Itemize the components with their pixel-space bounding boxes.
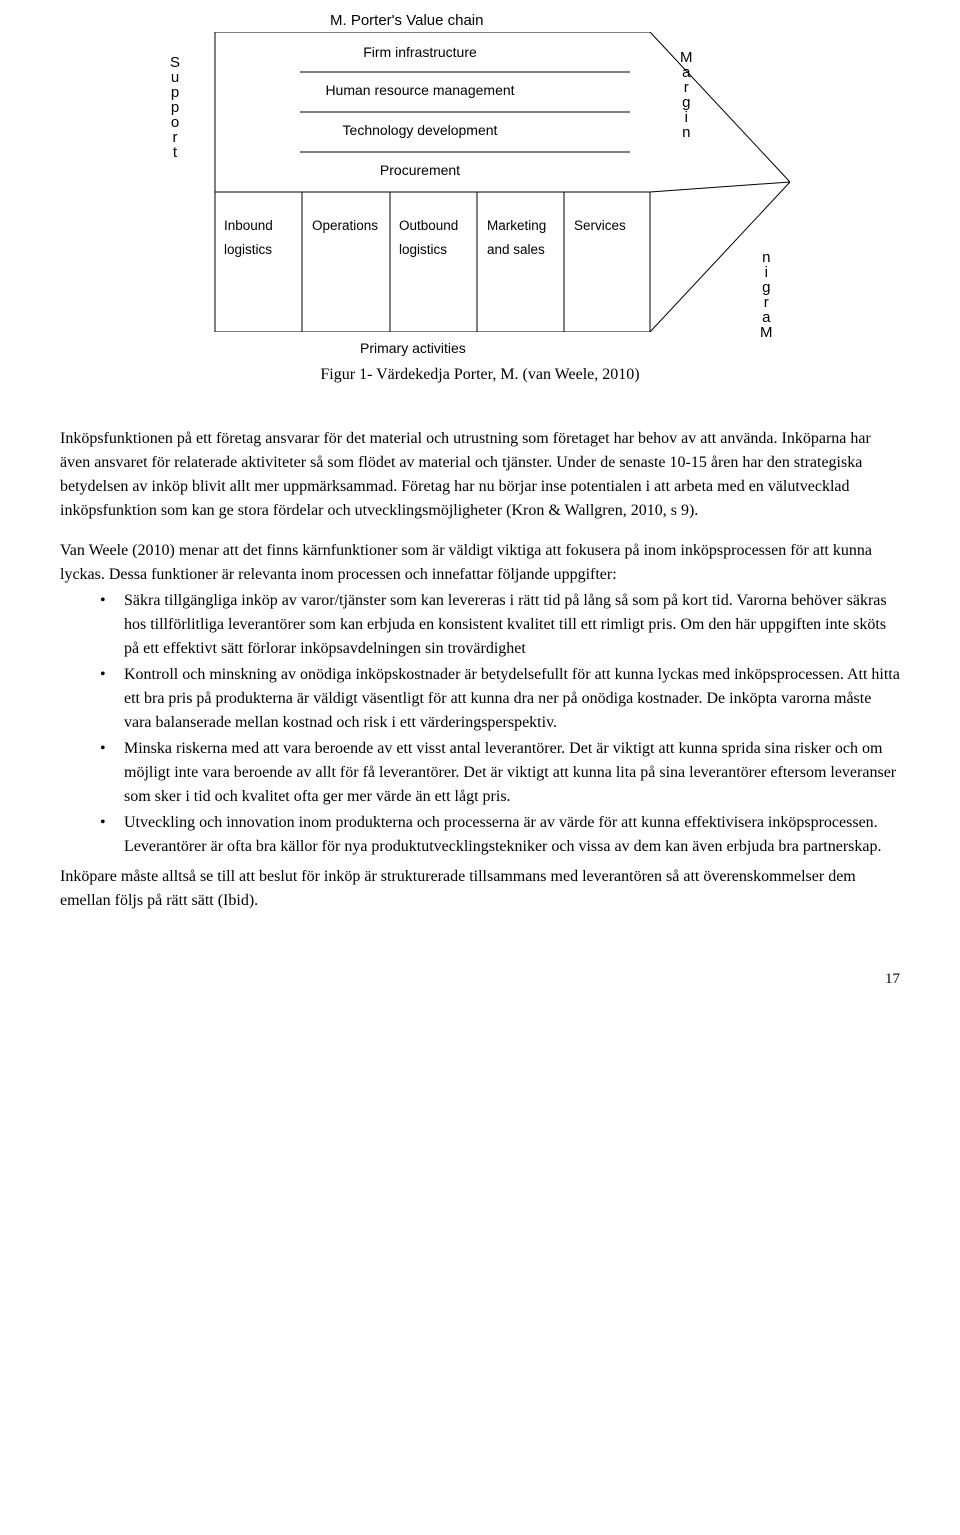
list-item: Minska riskerna med att vara beroende av… <box>100 737 900 809</box>
list-item: Utveckling och innovation inom produkter… <box>100 811 900 859</box>
primary-outbound: Outbound logistics <box>395 210 475 267</box>
paragraph-1: Inköpsfunktionen på ett företag ansvarar… <box>60 427 900 523</box>
support-row-procurement: Procurement <box>230 160 610 181</box>
figure-caption: Figur 1- Värdekedja Porter, M. (van Weel… <box>60 363 900 387</box>
diagram-title: M. Porter's Value chain <box>330 10 484 33</box>
primary-services: Services <box>570 210 650 242</box>
primary-activities-label: Primary activities <box>360 338 466 359</box>
paragraph-3: Inköpare måste alltså se till att beslut… <box>60 865 900 913</box>
value-chain-svg <box>190 32 790 332</box>
support-label: S u p p o r t <box>170 55 180 160</box>
support-row-hr: Human resource management <box>230 80 610 101</box>
list-item: Kontroll och minskning av onödiga inköps… <box>100 663 900 735</box>
support-row-tech: Technology development <box>230 120 610 141</box>
primary-marketing: Marketing and sales <box>483 210 563 267</box>
value-chain-diagram: M. Porter's Value chain S u p p o r t M … <box>60 10 900 355</box>
list-item: Säkra tillgängliga inköp av varor/tjänst… <box>100 589 900 661</box>
primary-inbound: Inbound logistics <box>220 210 300 267</box>
primary-operations: Operations <box>308 210 388 242</box>
support-row-infra: Firm infrastructure <box>230 42 610 63</box>
page-number: 17 <box>60 968 900 991</box>
bullet-list: Säkra tillgängliga inköp av varor/tjänst… <box>60 589 900 859</box>
paragraph-2: Van Weele (2010) menar att det finns kär… <box>60 539 900 587</box>
